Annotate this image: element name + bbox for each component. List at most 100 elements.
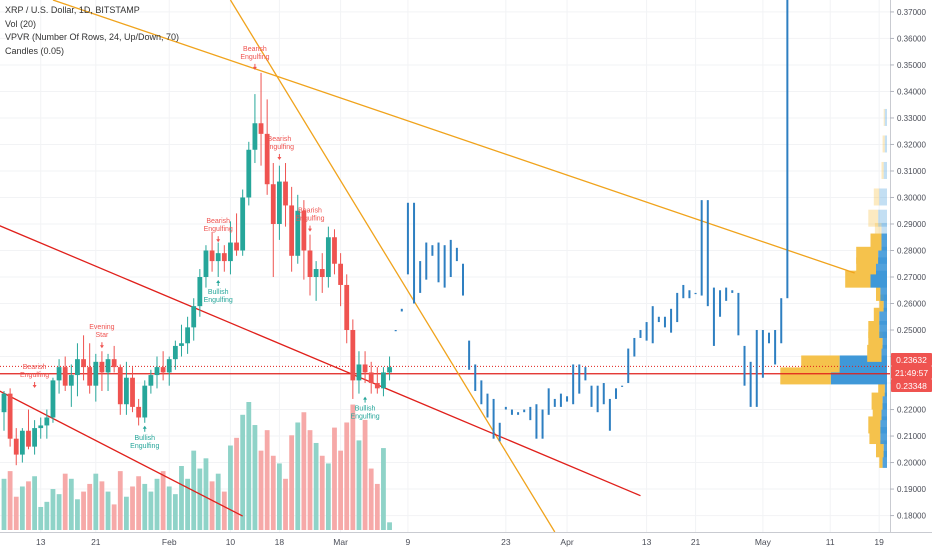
candle-body [160,367,166,373]
candle-body [234,242,239,251]
projection-bar [749,361,752,407]
volume-bar [228,445,233,530]
time-tick-label: Apr [560,537,573,547]
projection-bar [462,263,464,296]
candle-body [258,123,264,134]
candle-body [344,284,350,331]
projection-bar [768,332,770,344]
projection-bar [547,388,550,415]
volume-bar [258,450,264,530]
price-tick-label: 0.32000 [897,140,926,149]
projection-bar [694,292,697,295]
volume-profile-up [871,392,883,410]
pattern-label-text: Star [95,332,109,339]
volume-bar [374,483,380,530]
projection-bar [517,412,520,415]
volume-bar [387,522,392,530]
trendline-orange[interactable] [229,0,556,533]
volume-bar [99,481,105,530]
candle-body [142,385,148,418]
volume-bar [332,427,337,530]
trendline-red[interactable] [0,387,243,517]
projection-bar [443,245,446,288]
pattern-label-text: Bearish [23,364,47,371]
volume-bars [1,402,392,530]
projection-bar [566,396,569,402]
trendline-orange[interactable] [52,0,855,274]
projection-bar [725,287,728,301]
price-tick-label: 0.29000 [897,220,926,229]
pattern-label-text: Engulfing [350,414,379,421]
price-tick-label: 0.20000 [897,459,926,468]
pattern-label-text: Engulfing [20,372,49,379]
volume-profile-down [878,209,887,227]
candle-body [50,380,56,418]
volume-bar [356,440,362,530]
candle-body [277,181,282,224]
pattern-label-text: Evening [89,324,114,331]
volume-bar [38,506,44,530]
volume-bar [154,478,160,530]
pattern-arrow-head [142,425,147,429]
projection-bar [774,330,777,365]
time-axis[interactable]: 13 21 Feb 10 18 Mar 9 23 Apr 13 21 May 11 19 [36,537,884,547]
projection-bar [400,308,403,312]
volume-profile-down [879,188,887,206]
volume-profile-up [868,416,881,434]
volume-bar [68,478,74,530]
candle-body [38,425,44,429]
projection-bar [437,242,440,283]
candle-body [75,359,80,376]
indicator-volume[interactable]: Vol (20) [5,18,37,29]
volume-profile-up [873,188,880,206]
candle-body [68,375,74,386]
candle-body [111,359,117,368]
projection-bars [394,0,789,442]
price-tick-label: 0.19000 [897,485,926,494]
trendlines[interactable] [0,0,890,533]
projection-bar [719,290,722,317]
volume-bar [240,414,246,530]
candle-body [99,361,105,373]
price-tick-label: 0.21000 [897,432,926,441]
volume-profile-up [856,246,879,264]
projection-bar [627,348,630,384]
volume-bar [124,496,129,530]
candle-body [203,250,209,278]
projection-bar [406,202,409,275]
price-tick-label: 0.18000 [897,512,926,521]
candle-body [381,372,386,389]
projection-bar [498,422,501,442]
candle-body [356,364,362,381]
volume-bar [7,471,13,530]
projection-bar [578,364,581,394]
symbol-title[interactable]: XRP / U.S. Dollar, 1D, BITSTAMP [5,5,140,15]
projection-bar [780,298,783,344]
volume-profile-down [884,135,887,153]
volume-bar [325,463,331,530]
volume-profile-down [881,403,887,421]
projection-bar [425,242,428,280]
projection-bar [510,409,513,415]
projection-bar [468,340,471,370]
trendline-red[interactable] [0,222,641,497]
candle-body [62,367,68,386]
volume-profile-down [883,294,887,312]
price-axis[interactable]: 0.37000 0.36000 0.35000 0.34000 0.33000 0.320… [890,8,926,521]
indicator-candles[interactable]: Candles (0.05) [5,45,65,56]
projection-bar [431,245,434,256]
volume-profile-up [879,450,883,468]
time-tick-label: 13 [642,537,652,547]
volume-bar [19,486,25,530]
candle-body [185,327,190,344]
candle-body [221,253,227,262]
volume-bar [283,478,288,530]
chart-legend: XRP / U.S. Dollar, 1D, BITSTAMP Vol (20)… [5,4,179,58]
volume-profile-up [874,222,882,240]
volume-bar [13,496,19,530]
indicator-vpvr[interactable]: VPVR (Number Of Rows, 24, Up/Down, 70) [5,32,180,42]
